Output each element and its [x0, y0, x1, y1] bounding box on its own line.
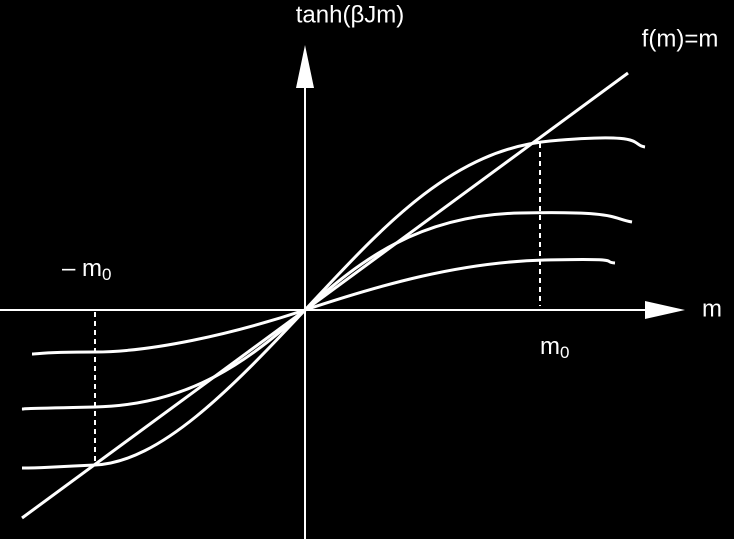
m0-main: m — [540, 333, 560, 360]
minus-m0-subscript: 0 — [102, 265, 111, 284]
curve-flat — [31, 308, 306, 356]
y-axis-label: tanh(βJm) — [296, 1, 405, 28]
curve-mid — [303, 211, 633, 312]
curve-mid — [21, 308, 307, 411]
identity-line — [21, 71, 629, 520]
line-label: f(m)=m — [642, 25, 719, 52]
curve-flat — [304, 257, 616, 312]
x-arrow — [645, 301, 685, 319]
curve-steep — [303, 136, 646, 312]
curve-steep — [21, 308, 307, 470]
y-arrow — [296, 45, 314, 88]
minus-m0-main: – m — [62, 255, 102, 282]
minus-m0-label: – m0 — [62, 255, 111, 284]
m0-label: m0 — [540, 333, 569, 362]
x-axis-label: m — [702, 295, 722, 322]
m0-subscript: 0 — [560, 343, 569, 362]
